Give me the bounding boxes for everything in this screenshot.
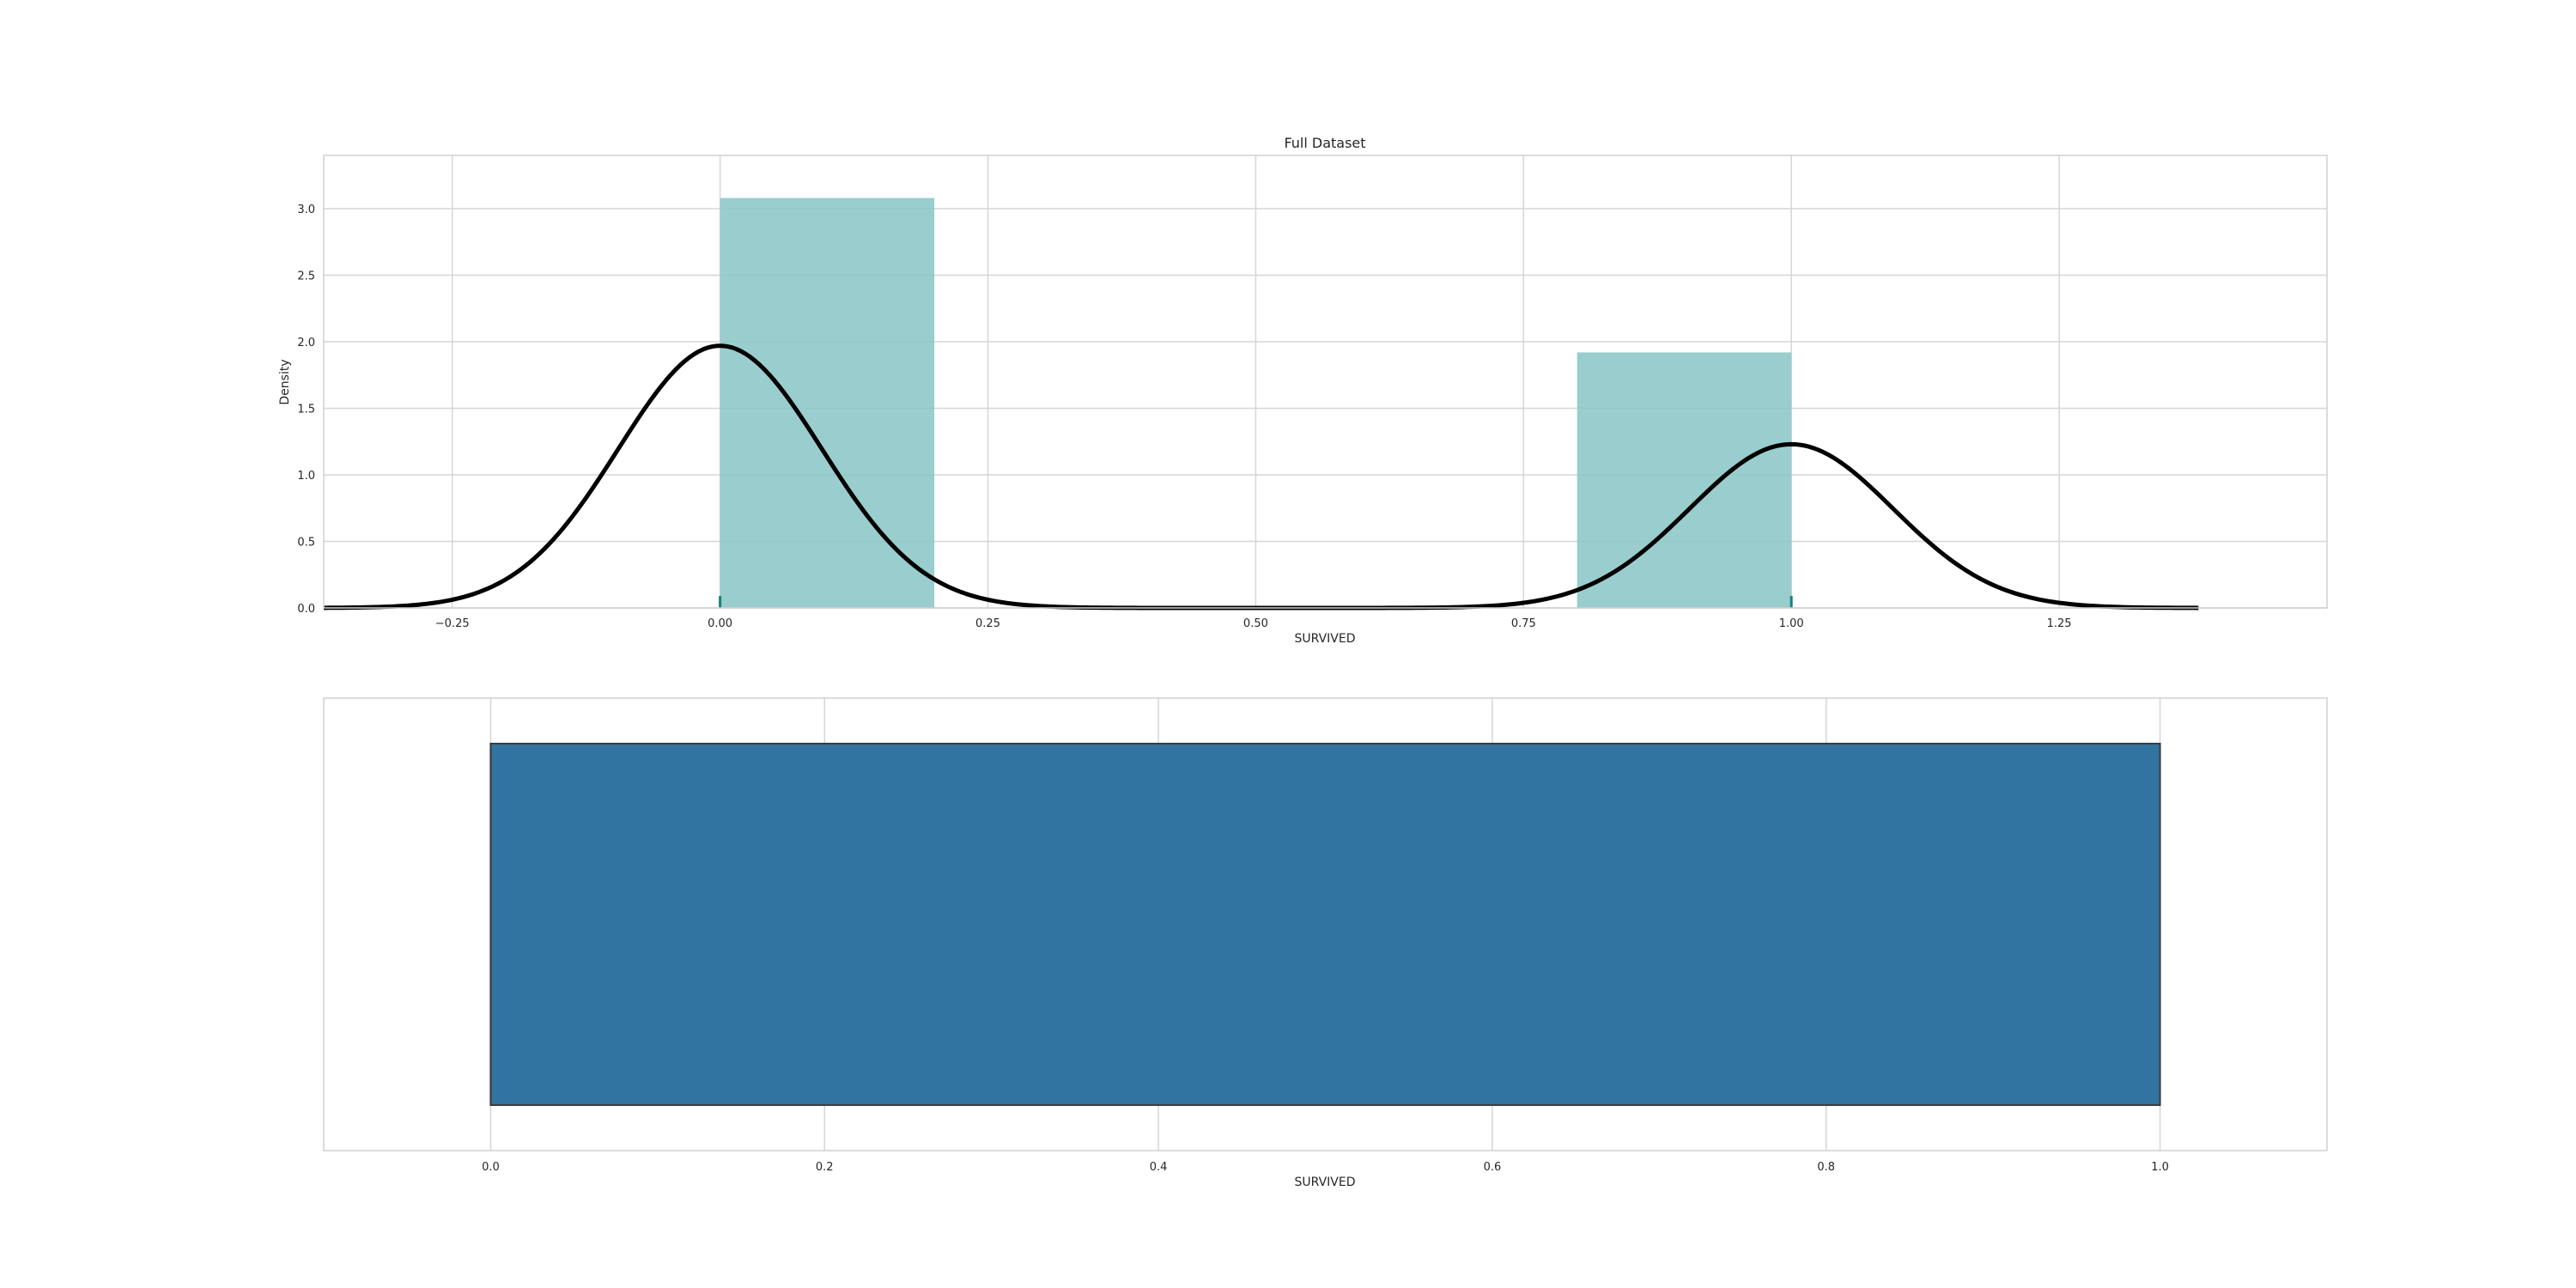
hist-x-tick-label: 0.25 — [975, 617, 1000, 630]
box-x-tick-label: 0.2 — [816, 1161, 834, 1174]
hist-y-tick-label: 2.5 — [297, 270, 315, 283]
box-plot-frame — [323, 697, 2328, 1151]
hist-title: Full Dataset — [1284, 135, 1365, 151]
hist-x-tick-label: 0.50 — [1243, 617, 1268, 630]
hist-x-axis-label: SURVIVED — [1294, 632, 1355, 646]
hist-y-tick-label: 2.0 — [297, 337, 315, 349]
box-iqr — [489, 743, 2161, 1106]
hist-y-tick-label: 1.5 — [297, 404, 315, 416]
box-x-tick-label: 0.4 — [1150, 1161, 1168, 1174]
box-x-tick-labels: 0.0 0.2 0.4 0.6 0.8 1.0 — [482, 1161, 2169, 1174]
box-body — [489, 743, 2161, 1106]
hist-plot-frame — [323, 155, 2328, 609]
hist-y-tick-label: 0.0 — [297, 603, 315, 616]
hist-x-tick-label: 1.25 — [2047, 617, 2072, 630]
hist-y-tick-labels: 0.0 0.5 1.0 1.5 2.0 2.5 3.0 — [297, 204, 315, 616]
hist-x-tick-label: 0.00 — [708, 617, 732, 630]
hist-bar — [1577, 352, 1792, 608]
hist-y-tick-label: 0.5 — [297, 537, 315, 550]
box-x-axis-label: SURVIVED — [1294, 1176, 1355, 1189]
hist-x-tick-labels: −0.25 0.00 0.25 0.50 0.75 1.00 1.25 — [435, 617, 2072, 630]
histogram-chart: −0.25 0.00 0.25 0.50 0.75 1.00 1.25 0.0 0.5 1.0 1… — [278, 135, 2328, 646]
hist-y-axis-label: Density — [278, 359, 292, 404]
boxplot-chart: 0.0 0.2 0.4 0.6 0.8 1.0 SURVIVED — [323, 697, 2328, 1189]
box-x-tick-label: 1.0 — [2151, 1161, 2169, 1174]
hist-bar — [720, 197, 935, 608]
hist-x-tick-label: −0.25 — [435, 617, 470, 630]
hist-y-tick-label: 3.0 — [297, 204, 315, 216]
hist-x-tick-label: 1.00 — [1779, 617, 1804, 630]
box-x-tick-label: 0.6 — [1484, 1161, 1502, 1174]
hist-x-tick-label: 0.75 — [1511, 617, 1536, 630]
box-x-tick-label: 0.8 — [1817, 1161, 1835, 1174]
hist-bars — [720, 197, 1792, 608]
hist-plot-area — [324, 155, 2327, 608]
hist-rug — [719, 596, 1793, 608]
box-x-tick-label: 0.0 — [482, 1161, 500, 1174]
hist-y-tick-label: 1.0 — [297, 470, 315, 483]
